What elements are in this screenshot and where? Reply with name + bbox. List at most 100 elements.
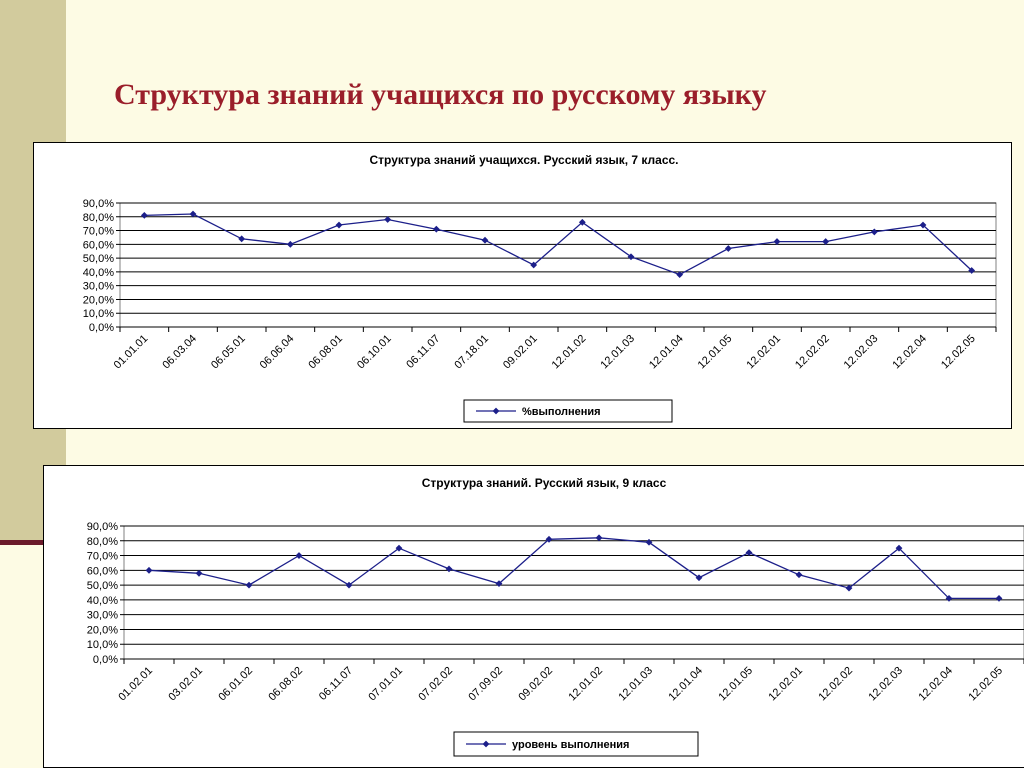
x-tick-label: 09.02.01 [501,333,540,372]
x-tick-label: 06.05.01 [209,333,248,372]
y-tick-label: 0,0% [93,654,118,666]
y-tick-label: 0,0% [89,322,114,334]
data-point [695,574,703,582]
x-tick-label: 12.01.03 [616,665,655,704]
x-tick-label: 12.02.02 [793,333,832,372]
x-tick-label: 07.02.02 [416,665,455,704]
chart-9-class: Структура знаний. Русский язык, 9 класс 9… [43,465,1024,768]
x-tick-label: 01.02.01 [116,665,155,704]
data-point [822,238,830,245]
y-tick-label: 60,0% [87,565,118,577]
y-tick-label: 40,0% [87,595,118,607]
y-tick-label: 50,0% [83,253,114,265]
data-point [335,221,343,229]
y-tick-label: 20,0% [83,294,114,306]
data-point [445,565,453,573]
legend-swatch-marker [492,407,500,415]
data-point [627,253,635,261]
data-point [578,218,586,226]
chart-7-class-svg: Структура знаний учащихся. Русский язык,… [83,153,997,423]
x-tick-label: 12.02.04 [890,333,929,372]
y-tick-label: 90,0% [83,198,114,210]
data-point [895,544,903,552]
y-tick-label: 60,0% [83,239,114,251]
legend-box [463,399,673,423]
data-point [495,580,503,588]
x-tick-label: 03.02.01 [166,665,205,704]
data-point [919,221,927,229]
x-tick-label: 06.01.02 [216,665,255,704]
data-point [286,240,294,248]
data-point [995,595,1003,602]
x-tick-label: 06.11.07 [404,333,442,371]
data-point [145,566,153,574]
data-point [676,271,684,279]
plot-area [123,525,1024,660]
x-tick-label: 12.02.03 [842,333,881,372]
legend-label: уровень выполнения [512,739,629,751]
data-point [384,216,392,223]
data-point [795,571,803,579]
data-point [295,552,303,559]
x-tick-label: 12.02.01 [744,333,783,372]
y-tick-label: 40,0% [83,267,114,279]
x-tick-label: 12.01.04 [666,665,705,704]
x-tick-label: 12.01.03 [598,333,637,372]
left-decor-line [0,540,66,545]
plot-area [119,202,997,328]
x-tick-label: 12.01.02 [550,333,589,372]
data-point [968,267,976,274]
data-point [432,225,440,233]
data-point [395,544,403,552]
data-point [724,245,732,252]
y-tick-label: 70,0% [83,226,114,238]
slide-title: Структура знаний учащихся по русскому яз… [114,78,767,111]
x-tick-label: 06.10.01 [355,333,394,372]
y-tick-label: 10,0% [87,639,118,651]
series-line [148,537,999,600]
x-tick-label: 07.01.01 [366,665,405,704]
series-line [144,213,973,276]
x-tick-label: 06.08.02 [266,665,305,704]
data-point [195,569,203,577]
x-tick-label: 07.09.02 [466,665,505,704]
data-point [845,584,853,592]
legend-swatch-marker [482,740,490,748]
data-point [870,228,878,236]
data-point [189,210,197,218]
x-tick-label: 07.18.01 [452,333,491,372]
x-tick-label: 12.01.02 [566,665,605,704]
x-tick-label: 12.02.02 [816,665,855,704]
x-tick-label: 12.02.05 [966,665,1005,704]
y-tick-label: 80,0% [83,212,114,224]
data-point [595,534,603,542]
chart-title: Структура знаний. Русский язык, 9 класс [422,476,667,490]
legend-label: %выполнения [522,406,601,418]
x-tick-label: 06.03.04 [160,333,199,372]
y-tick-label: 10,0% [83,308,114,320]
y-tick-label: 20,0% [87,624,118,636]
data-point [245,581,253,589]
chart-title: Структура знаний учащихся. Русский язык,… [369,153,678,167]
data-point [645,538,653,546]
x-tick-label: 12.01.05 [696,333,735,372]
data-point [745,549,753,556]
x-tick-label: 12.02.03 [866,665,905,704]
data-point [345,581,353,589]
x-tick-label: 06.08.01 [306,333,345,372]
chart-9-class-svg: Структура знаний. Русский язык, 9 класс 9… [87,476,1024,757]
data-point [530,261,538,269]
x-tick-label: 01.01.01 [112,333,151,372]
data-point [773,238,781,245]
y-tick-label: 70,0% [87,551,118,563]
x-tick-label: 12.01.04 [647,333,686,372]
chart-7-class: Структура знаний учащихся. Русский язык,… [33,142,1012,429]
x-tick-label: 09.02.02 [516,665,555,704]
x-tick-label: 12.02.01 [766,665,805,704]
data-point [945,595,953,602]
y-tick-label: 30,0% [83,281,114,293]
data-point [140,212,148,219]
x-tick-label: 12.02.05 [939,333,978,372]
y-tick-label: 30,0% [87,610,118,622]
x-tick-label: 06.06.04 [258,333,297,372]
